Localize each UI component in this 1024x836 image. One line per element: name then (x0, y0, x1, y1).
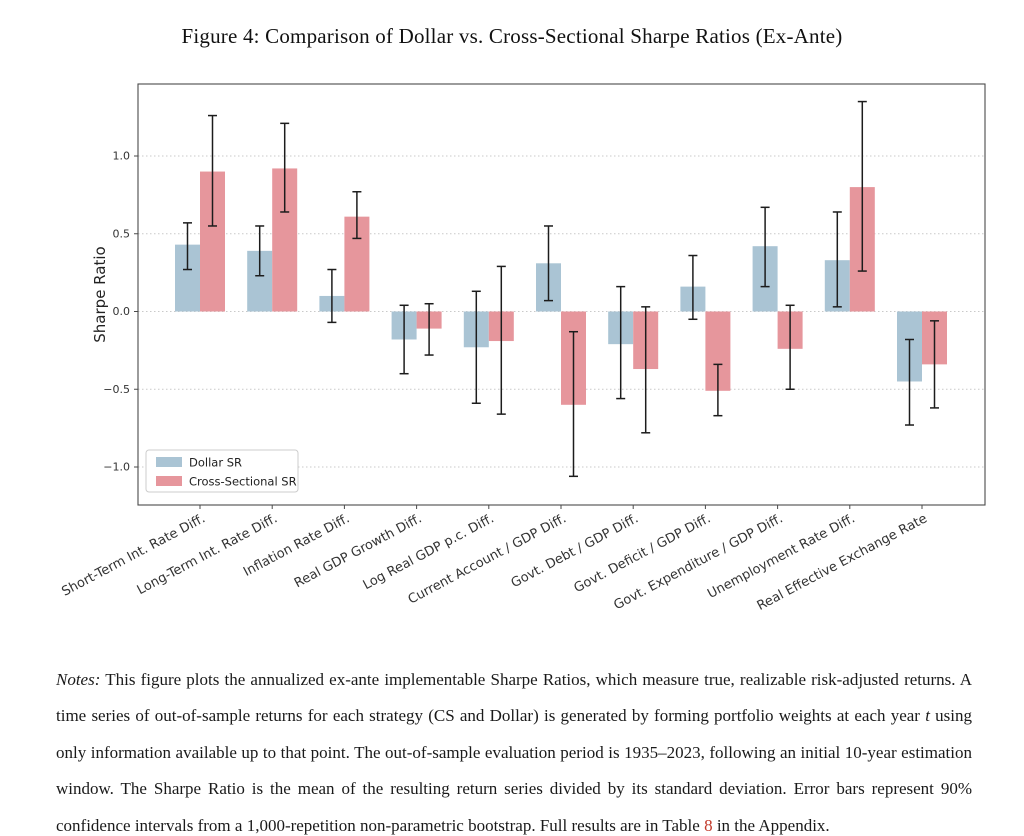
x-tick-label: Real GDP Growth Diff. (292, 511, 425, 591)
legend-box (145, 449, 299, 493)
error-bar (569, 330, 578, 478)
legend-label: Cross-Sectional SR (189, 475, 297, 489)
error-bar (785, 304, 795, 390)
table-8-reference-link[interactable]: 8 (704, 815, 713, 835)
error-bar (905, 338, 914, 426)
y-axis-label: Sharpe Ratio (91, 246, 109, 342)
sharpe-ratio-bar-chart: 1.0 0.5 0.0 −0.5 −1.0 Short-Term Int. Rate Di… (59, 83, 986, 614)
error-bar (930, 320, 939, 409)
error-bar (496, 265, 506, 415)
error-bar (471, 290, 481, 404)
error-bar (641, 306, 651, 434)
y-tick-label: −0.5 (103, 383, 130, 396)
error-bar (424, 302, 434, 356)
legend-swatch-cross-sectional-sr (156, 476, 182, 486)
legend-swatch-dollar-sr (156, 457, 182, 467)
error-bar (857, 100, 867, 272)
error-bar (255, 225, 265, 277)
error-bar (688, 254, 698, 321)
notes-paragraph: Notes: This figure plots the annualized … (56, 662, 972, 836)
notes-text-segment: t (925, 706, 930, 726)
y-tick-label: 1.0 (113, 150, 131, 163)
legend: Dollar SR Cross-Sectional SR (145, 449, 299, 493)
notes-text-segment: This figure plots the annualized ex-ante… (56, 670, 972, 726)
error-bar (352, 191, 362, 240)
notes-text-segment: using only information available up to t… (56, 706, 973, 835)
error-bar (327, 268, 337, 324)
legend-label: Dollar SR (189, 456, 242, 470)
x-tick-label: Short-Term Int. Rate Diff. (59, 511, 207, 599)
x-tick-label: Log Real GDP p.c. Diff. (361, 511, 497, 593)
error-bar (544, 225, 553, 302)
notes-text-segment: in the Appendix. (712, 815, 830, 835)
error-bar (399, 304, 409, 375)
y-tick-label: 0.0 (113, 305, 131, 318)
figure-title: Figure 4: Comparison of Dollar vs. Cross… (181, 24, 843, 48)
y-tick-label: 0.5 (113, 227, 131, 240)
error-bar (183, 222, 192, 271)
error-bar (208, 114, 217, 227)
error-bar (832, 211, 842, 308)
error-bar (713, 363, 723, 417)
x-tick-label: Govt. Debt / GDP Diff. (509, 511, 641, 591)
error-bar (616, 285, 626, 400)
y-tick-label: −1.0 (103, 461, 130, 474)
error-bar (280, 122, 290, 213)
notes-text-segment: Notes: (56, 670, 101, 689)
error-bar (760, 206, 770, 288)
plot-border (137, 83, 986, 506)
